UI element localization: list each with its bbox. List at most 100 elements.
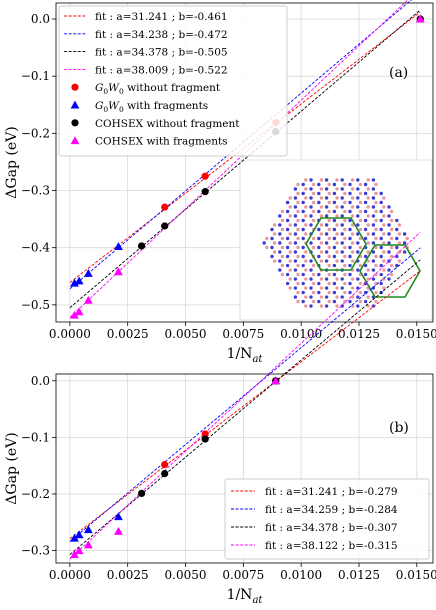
atom (327, 209, 331, 214)
legend-label: fit : a=31.241 ; b=-0.279 (265, 486, 398, 498)
atom (304, 277, 308, 281)
atom (324, 214, 329, 218)
atom (317, 290, 321, 295)
atom (374, 191, 378, 196)
atom (288, 205, 292, 209)
y-tick-label: −0.1 (21, 430, 50, 444)
legend-label: G0W0 without fragment (95, 82, 221, 96)
atom (387, 223, 391, 227)
atom (327, 191, 331, 196)
atom (379, 254, 383, 259)
atom (371, 259, 376, 263)
data-point (114, 526, 123, 535)
atom (324, 277, 329, 281)
atom (348, 191, 352, 196)
legend-label-part: W (108, 82, 120, 94)
atom (335, 178, 339, 182)
atom (389, 263, 394, 268)
atom (343, 209, 347, 214)
legend-label-part: G (95, 82, 103, 94)
atom (327, 263, 331, 268)
atom (387, 232, 391, 236)
atom (296, 254, 300, 259)
atom (285, 227, 290, 232)
atom (324, 232, 329, 236)
series-3 (70, 14, 425, 319)
legend-label-sub: 0 (119, 87, 124, 96)
atom (285, 263, 290, 268)
atom (319, 223, 324, 227)
data-point (114, 242, 123, 251)
atom (374, 245, 378, 250)
data-point (137, 242, 146, 250)
atom (350, 178, 355, 182)
atom (319, 259, 324, 263)
atom (296, 209, 300, 214)
data-point (74, 307, 84, 316)
series-3 (70, 376, 281, 559)
plot-frame (55, 373, 434, 564)
y-tick-label: −0.1 (21, 69, 50, 83)
atom (379, 245, 383, 250)
atom (270, 245, 274, 250)
legend-label: G0W0 with fragments (95, 100, 208, 114)
y-tick-label: −0.3 (21, 184, 50, 198)
atom (278, 250, 282, 254)
atom (358, 200, 363, 205)
atom (324, 196, 329, 200)
atom (317, 272, 321, 277)
atom (324, 304, 329, 308)
atom (348, 200, 352, 205)
atom (387, 214, 391, 218)
fit-line (69, 9, 421, 309)
atom (343, 263, 347, 268)
atom (324, 286, 329, 290)
atom (371, 286, 376, 290)
data-point (137, 489, 146, 497)
legend: fit : a=31.241 ; b=-0.461 fit : a=34.238 … (58, 5, 288, 157)
x-tick-label: 0.0100 (280, 568, 322, 582)
atom (319, 277, 324, 281)
atom (363, 227, 368, 232)
atom (280, 245, 285, 250)
atom (296, 290, 300, 295)
legend-label-part: with fragments (124, 100, 208, 112)
atom (335, 259, 339, 263)
atom (280, 209, 285, 214)
atom (288, 268, 292, 272)
atom (335, 286, 339, 290)
atom (340, 187, 344, 191)
atom (340, 223, 344, 227)
atom (356, 178, 360, 182)
atom (319, 187, 324, 191)
atom (293, 277, 298, 281)
atom (348, 272, 352, 277)
data-point (83, 540, 93, 549)
atom (296, 245, 300, 250)
atom (288, 196, 292, 200)
atom (317, 281, 321, 286)
atom (395, 227, 399, 232)
atom (366, 196, 370, 200)
atom (304, 286, 308, 290)
atom (332, 254, 337, 259)
atom (285, 218, 290, 223)
atom (319, 241, 324, 245)
atom (389, 218, 394, 223)
atom (319, 250, 324, 254)
atom (280, 227, 285, 232)
atom (389, 272, 394, 277)
atom (332, 281, 337, 286)
atom (395, 245, 399, 250)
atom (324, 295, 329, 299)
atom (296, 182, 300, 187)
fit-line (69, 247, 421, 542)
atom (374, 272, 378, 277)
atom (280, 254, 285, 259)
atom (358, 236, 363, 241)
atom (288, 259, 292, 263)
atom (356, 232, 360, 236)
atom (374, 227, 378, 232)
atom (348, 236, 352, 241)
x-tick-label: 0.0050 (165, 568, 207, 582)
